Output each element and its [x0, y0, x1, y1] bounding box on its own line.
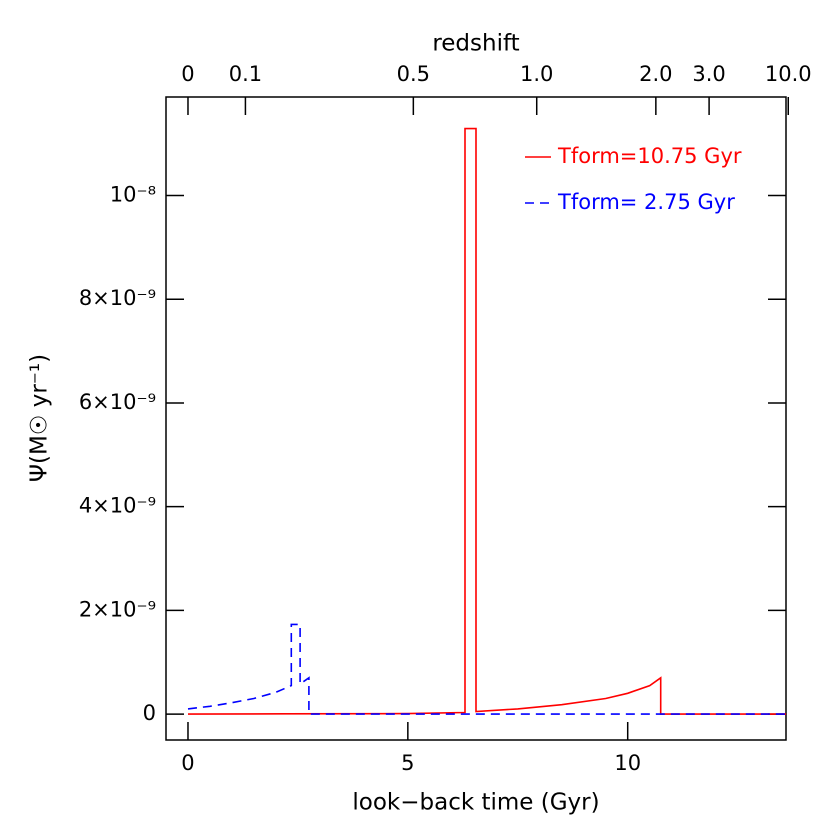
y-tick-label: 0 [143, 701, 156, 725]
legend-label: Tform=10.75 Gyr [557, 144, 742, 168]
y-tick-label: 10⁻⁸ [110, 183, 156, 207]
top-axis-label: redshift [432, 31, 519, 57]
x-axis-label: look−back time (Gyr) [352, 790, 599, 816]
top-tick-label: 0.1 [229, 62, 262, 86]
top-tick-label: 0.5 [397, 62, 430, 86]
top-tick-label: 0 [181, 62, 194, 86]
y-tick-label: 4×10⁻⁹ [79, 494, 156, 518]
plot-frame [165, 96, 787, 741]
y-tick-label: 2×10⁻⁹ [79, 597, 156, 621]
top-tick-label: 10.0 [765, 62, 812, 86]
x-tick-label: 10 [614, 751, 641, 775]
top-tick-label: 2.0 [639, 62, 672, 86]
series-line [187, 623, 786, 715]
x-tick-label: 0 [181, 751, 194, 775]
x-tick-label: 5 [401, 751, 414, 775]
top-tick-label: 3.0 [692, 62, 725, 86]
series-line [187, 127, 786, 715]
y-tick-label: 8×10⁻⁹ [79, 286, 156, 310]
legend-label: Tform= 2.75 Gyr [557, 190, 735, 214]
y-axis-label: Ψ(M☉ yr⁻¹) [27, 354, 53, 482]
top-tick-label: 1.0 [520, 62, 553, 86]
y-tick-label: 6×10⁻⁹ [79, 390, 156, 414]
